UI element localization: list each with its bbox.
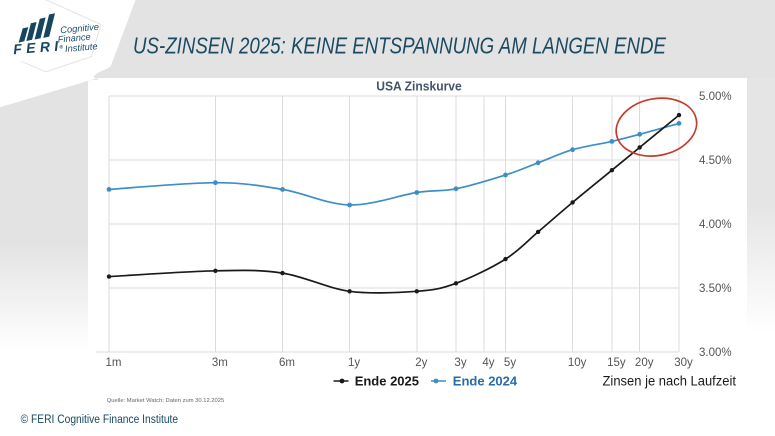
- svg-text:2y: 2y: [415, 357, 427, 369]
- svg-text:USA Zinskurve: USA Zinskurve: [376, 79, 462, 94]
- svg-text:®: ®: [59, 43, 64, 50]
- svg-text:© FERI Cognitive Finance Insti: © FERI Cognitive Finance Institute: [21, 412, 179, 426]
- svg-text:Zinsen je nach Laufzeit: Zinsen je nach Laufzeit: [603, 374, 737, 389]
- svg-text:4.00%: 4.00%: [699, 219, 732, 231]
- svg-text:15y: 15y: [607, 357, 626, 369]
- svg-text:3.00%: 3.00%: [699, 347, 732, 359]
- svg-text:3y: 3y: [454, 357, 466, 369]
- svg-text:4y: 4y: [482, 357, 494, 369]
- svg-text:30y: 30y: [674, 357, 693, 369]
- svg-text:Ende 2024: Ende 2024: [453, 374, 518, 389]
- svg-text:3.50%: 3.50%: [699, 283, 732, 295]
- svg-text:10y: 10y: [568, 357, 587, 369]
- svg-text:6m: 6m: [279, 357, 295, 369]
- svg-text:1y: 1y: [348, 357, 360, 369]
- svg-text:US-ZINSEN 2025: KEINE ENTSPANN: US-ZINSEN 2025: KEINE ENTSPANNUNG AM LAN…: [133, 33, 666, 59]
- svg-text:FERI: FERI: [13, 37, 64, 57]
- svg-text:5y: 5y: [504, 357, 516, 369]
- svg-text:Institute: Institute: [65, 41, 98, 54]
- svg-text:4.50%: 4.50%: [699, 155, 732, 167]
- svg-text:3m: 3m: [212, 357, 228, 369]
- svg-text:Cognitive: Cognitive: [60, 22, 99, 35]
- svg-text:Ende 2025: Ende 2025: [355, 374, 419, 389]
- svg-text:1m: 1m: [106, 357, 122, 369]
- svg-text:5.00%: 5.00%: [699, 91, 732, 103]
- svg-text:20y: 20y: [635, 357, 654, 369]
- svg-text:Quelle: Market Watch; Daten zu: Quelle: Market Watch; Daten zum 30.12.20…: [107, 398, 224, 404]
- svg-text:Finance: Finance: [57, 32, 91, 45]
